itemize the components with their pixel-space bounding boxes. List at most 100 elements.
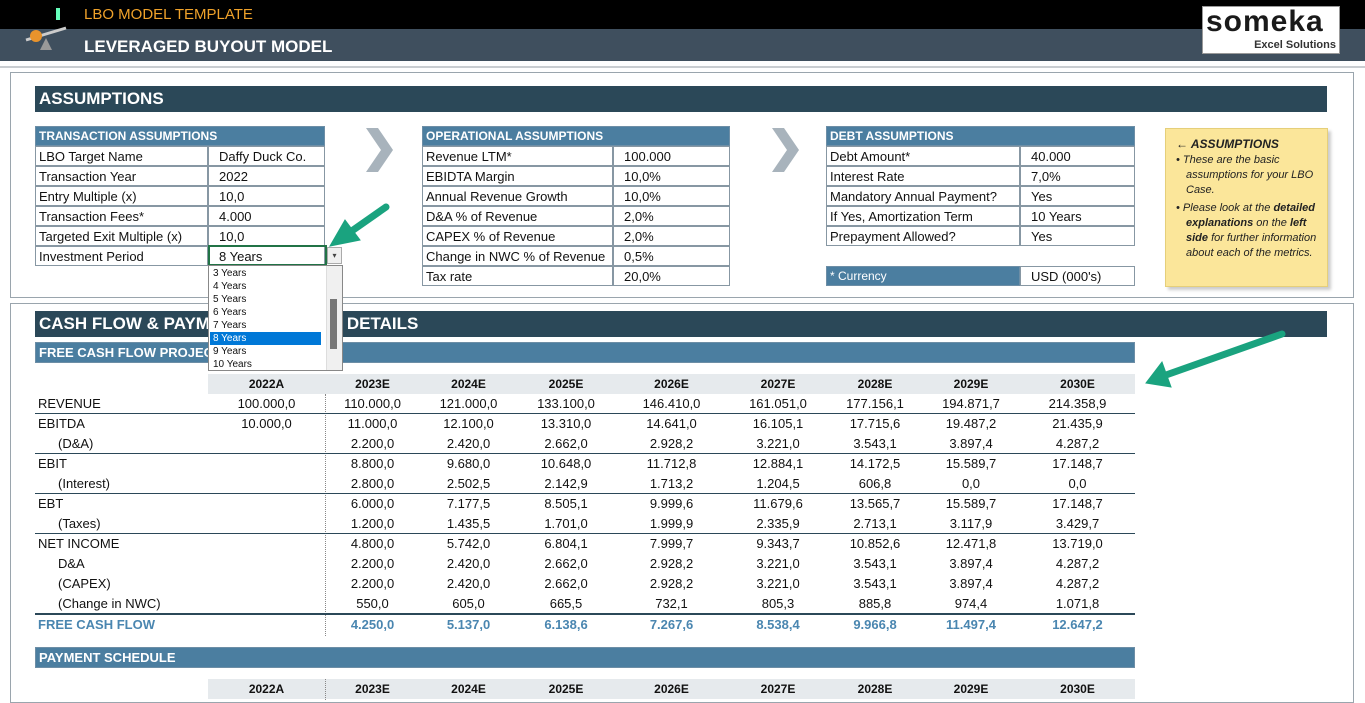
cell-value: 17.715,6 bbox=[849, 416, 901, 431]
cell-value: 1.713,2 bbox=[649, 476, 694, 491]
note-title: ← ASSUMPTIONS bbox=[1176, 137, 1279, 151]
cell-value: 805,3 bbox=[761, 596, 795, 611]
note-text: on the bbox=[1253, 217, 1290, 229]
dropdown-button[interactable]: ▾ bbox=[327, 247, 342, 264]
dropdown-option[interactable]: 4 Years bbox=[213, 281, 247, 292]
row-label: D&A % of Revenue bbox=[422, 206, 613, 226]
note-bullet: • Please look at the detailed explanatio… bbox=[1176, 202, 1317, 259]
row-value: 2022 bbox=[208, 166, 325, 186]
table-header: DEBT ASSUMPTIONS bbox=[826, 126, 1135, 146]
row-label: Interest Rate bbox=[826, 166, 1020, 186]
cell-value: 2.200,0 bbox=[350, 436, 395, 451]
row-label: FREE CASH FLOW bbox=[38, 617, 155, 632]
active-cell bbox=[208, 245, 327, 266]
dropdown-list: 3 Years 4 Years 5 Years 6 Years 7 Years 8 Yea… bbox=[208, 265, 343, 371]
row-label: D&A bbox=[58, 556, 85, 571]
cell-value: 6.000,0 bbox=[350, 496, 395, 511]
cell-value: 110.000,0 bbox=[344, 396, 401, 411]
row-label: Annual Revenue Growth bbox=[422, 186, 613, 206]
row-label: Change in NWC % of Revenue bbox=[422, 246, 613, 266]
cell-value: 2.713,1 bbox=[853, 516, 897, 531]
note-bullet: • These are the basic assumptions for yo… bbox=[1176, 154, 1314, 196]
cell-value: 9.999,6 bbox=[649, 496, 694, 511]
row-value: Yes bbox=[1020, 226, 1135, 246]
cell-value: 177.156,1 bbox=[846, 396, 904, 411]
dropdown-option[interactable]: 8 Years bbox=[210, 332, 321, 345]
cell-value: 2.142,9 bbox=[544, 476, 588, 491]
cell-value: 194.871,7 bbox=[942, 396, 1000, 411]
cell-value: 2.420,0 bbox=[446, 576, 491, 591]
logo-text: someka bbox=[1206, 5, 1324, 38]
dropdown-option[interactable]: 10 Years bbox=[213, 359, 252, 370]
cell-value: 3.897,4 bbox=[949, 576, 993, 591]
note-text: These are the basic assumptions for your… bbox=[1182, 154, 1314, 196]
row-label: Targeted Exit Multiple (x) bbox=[35, 226, 208, 246]
cell-value: 4.287,2 bbox=[1055, 436, 1100, 451]
cell-value: 4.287,2 bbox=[1055, 576, 1100, 591]
row-value: Daffy Duck Co. bbox=[208, 146, 325, 166]
cell-value: 9.966,8 bbox=[853, 617, 897, 632]
row-value: 0,5% bbox=[613, 246, 730, 266]
cell-value: 8.800,0 bbox=[350, 456, 395, 471]
cell-value: 13.310,0 bbox=[540, 416, 592, 431]
row-label: EBT bbox=[38, 496, 64, 511]
cell-value: 21.435,9 bbox=[1052, 416, 1103, 431]
dropdown-option[interactable]: 7 Years bbox=[213, 320, 247, 331]
cell-value: 2.420,0 bbox=[446, 556, 491, 571]
cell-value: 665,5 bbox=[549, 596, 583, 611]
dropdown-option[interactable]: 6 Years bbox=[213, 307, 247, 318]
cell-value: 11.000,0 bbox=[347, 416, 398, 431]
cell-value: 19.487,2 bbox=[945, 416, 997, 431]
row-label: Transaction Fees* bbox=[35, 206, 208, 226]
dropdown-option[interactable]: 5 Years bbox=[213, 294, 247, 305]
row-rule bbox=[35, 493, 1135, 494]
row-label: Debt Amount* bbox=[826, 146, 1020, 166]
cell-value: 5.742,0 bbox=[446, 536, 491, 551]
cell-value: 2.200,0 bbox=[350, 576, 395, 591]
dropdown-option[interactable]: 9 Years bbox=[213, 346, 247, 357]
cell-value: 121.000,0 bbox=[439, 396, 498, 411]
cell-value: 3.543,1 bbox=[853, 556, 897, 571]
row-label: CAPEX % of Revenue bbox=[422, 226, 613, 246]
cell-value: 10.648,0 bbox=[540, 456, 592, 471]
cell-value: 4.250,0 bbox=[350, 617, 395, 632]
row-label: EBITDA bbox=[38, 416, 85, 431]
dropdown-option[interactable]: 3 Years bbox=[213, 268, 247, 279]
row-label: (Interest) bbox=[58, 476, 111, 491]
row-value: 10,0% bbox=[613, 186, 730, 206]
title-bar bbox=[0, 29, 1365, 61]
year: 2026E bbox=[654, 682, 689, 696]
cell-value: 3.429,7 bbox=[1055, 516, 1100, 531]
row-label: Tax rate bbox=[422, 266, 613, 286]
table-header: TRANSACTION ASSUMPTIONS bbox=[35, 126, 325, 146]
cell-value: 8.505,1 bbox=[544, 496, 588, 511]
cell-value: 7.177,5 bbox=[446, 496, 491, 511]
row-value: 20,0% bbox=[613, 266, 730, 286]
year: 2022A bbox=[248, 682, 285, 696]
cell-value: 1.071,8 bbox=[1055, 596, 1100, 611]
template-name: LBO MODEL TEMPLATE bbox=[84, 6, 253, 23]
year: 2028E bbox=[857, 377, 893, 391]
row-rule bbox=[35, 413, 1135, 414]
row-rule bbox=[35, 453, 1135, 454]
row-value: 40.000 bbox=[1020, 146, 1135, 166]
cell-value: 10.000,0 bbox=[241, 416, 292, 431]
cell-value: 2.800,0 bbox=[350, 476, 395, 491]
cell-value: 11.679,6 bbox=[753, 496, 803, 511]
row-rule bbox=[35, 533, 1135, 534]
row-label: NET INCOME bbox=[38, 536, 120, 551]
row-label: Prepayment Allowed? bbox=[826, 226, 1020, 246]
cell-value: 14.641,0 bbox=[646, 416, 697, 431]
row-label: Investment Period bbox=[35, 246, 208, 266]
row-label: LBO Target Name bbox=[35, 146, 208, 166]
cell-value: 11.712,8 bbox=[646, 456, 697, 471]
year: 2024E bbox=[451, 377, 486, 391]
divider bbox=[325, 394, 326, 636]
note-text: detailed explanations bbox=[1186, 202, 1316, 229]
row-value: 8 Years bbox=[208, 246, 325, 266]
cell-value: 5.137,0 bbox=[446, 617, 491, 632]
row-rule bbox=[35, 613, 1135, 615]
year: 2030E bbox=[1060, 377, 1095, 391]
cell-value: 100.000,0 bbox=[237, 396, 296, 411]
cell-value: 12.884,1 bbox=[752, 456, 804, 471]
